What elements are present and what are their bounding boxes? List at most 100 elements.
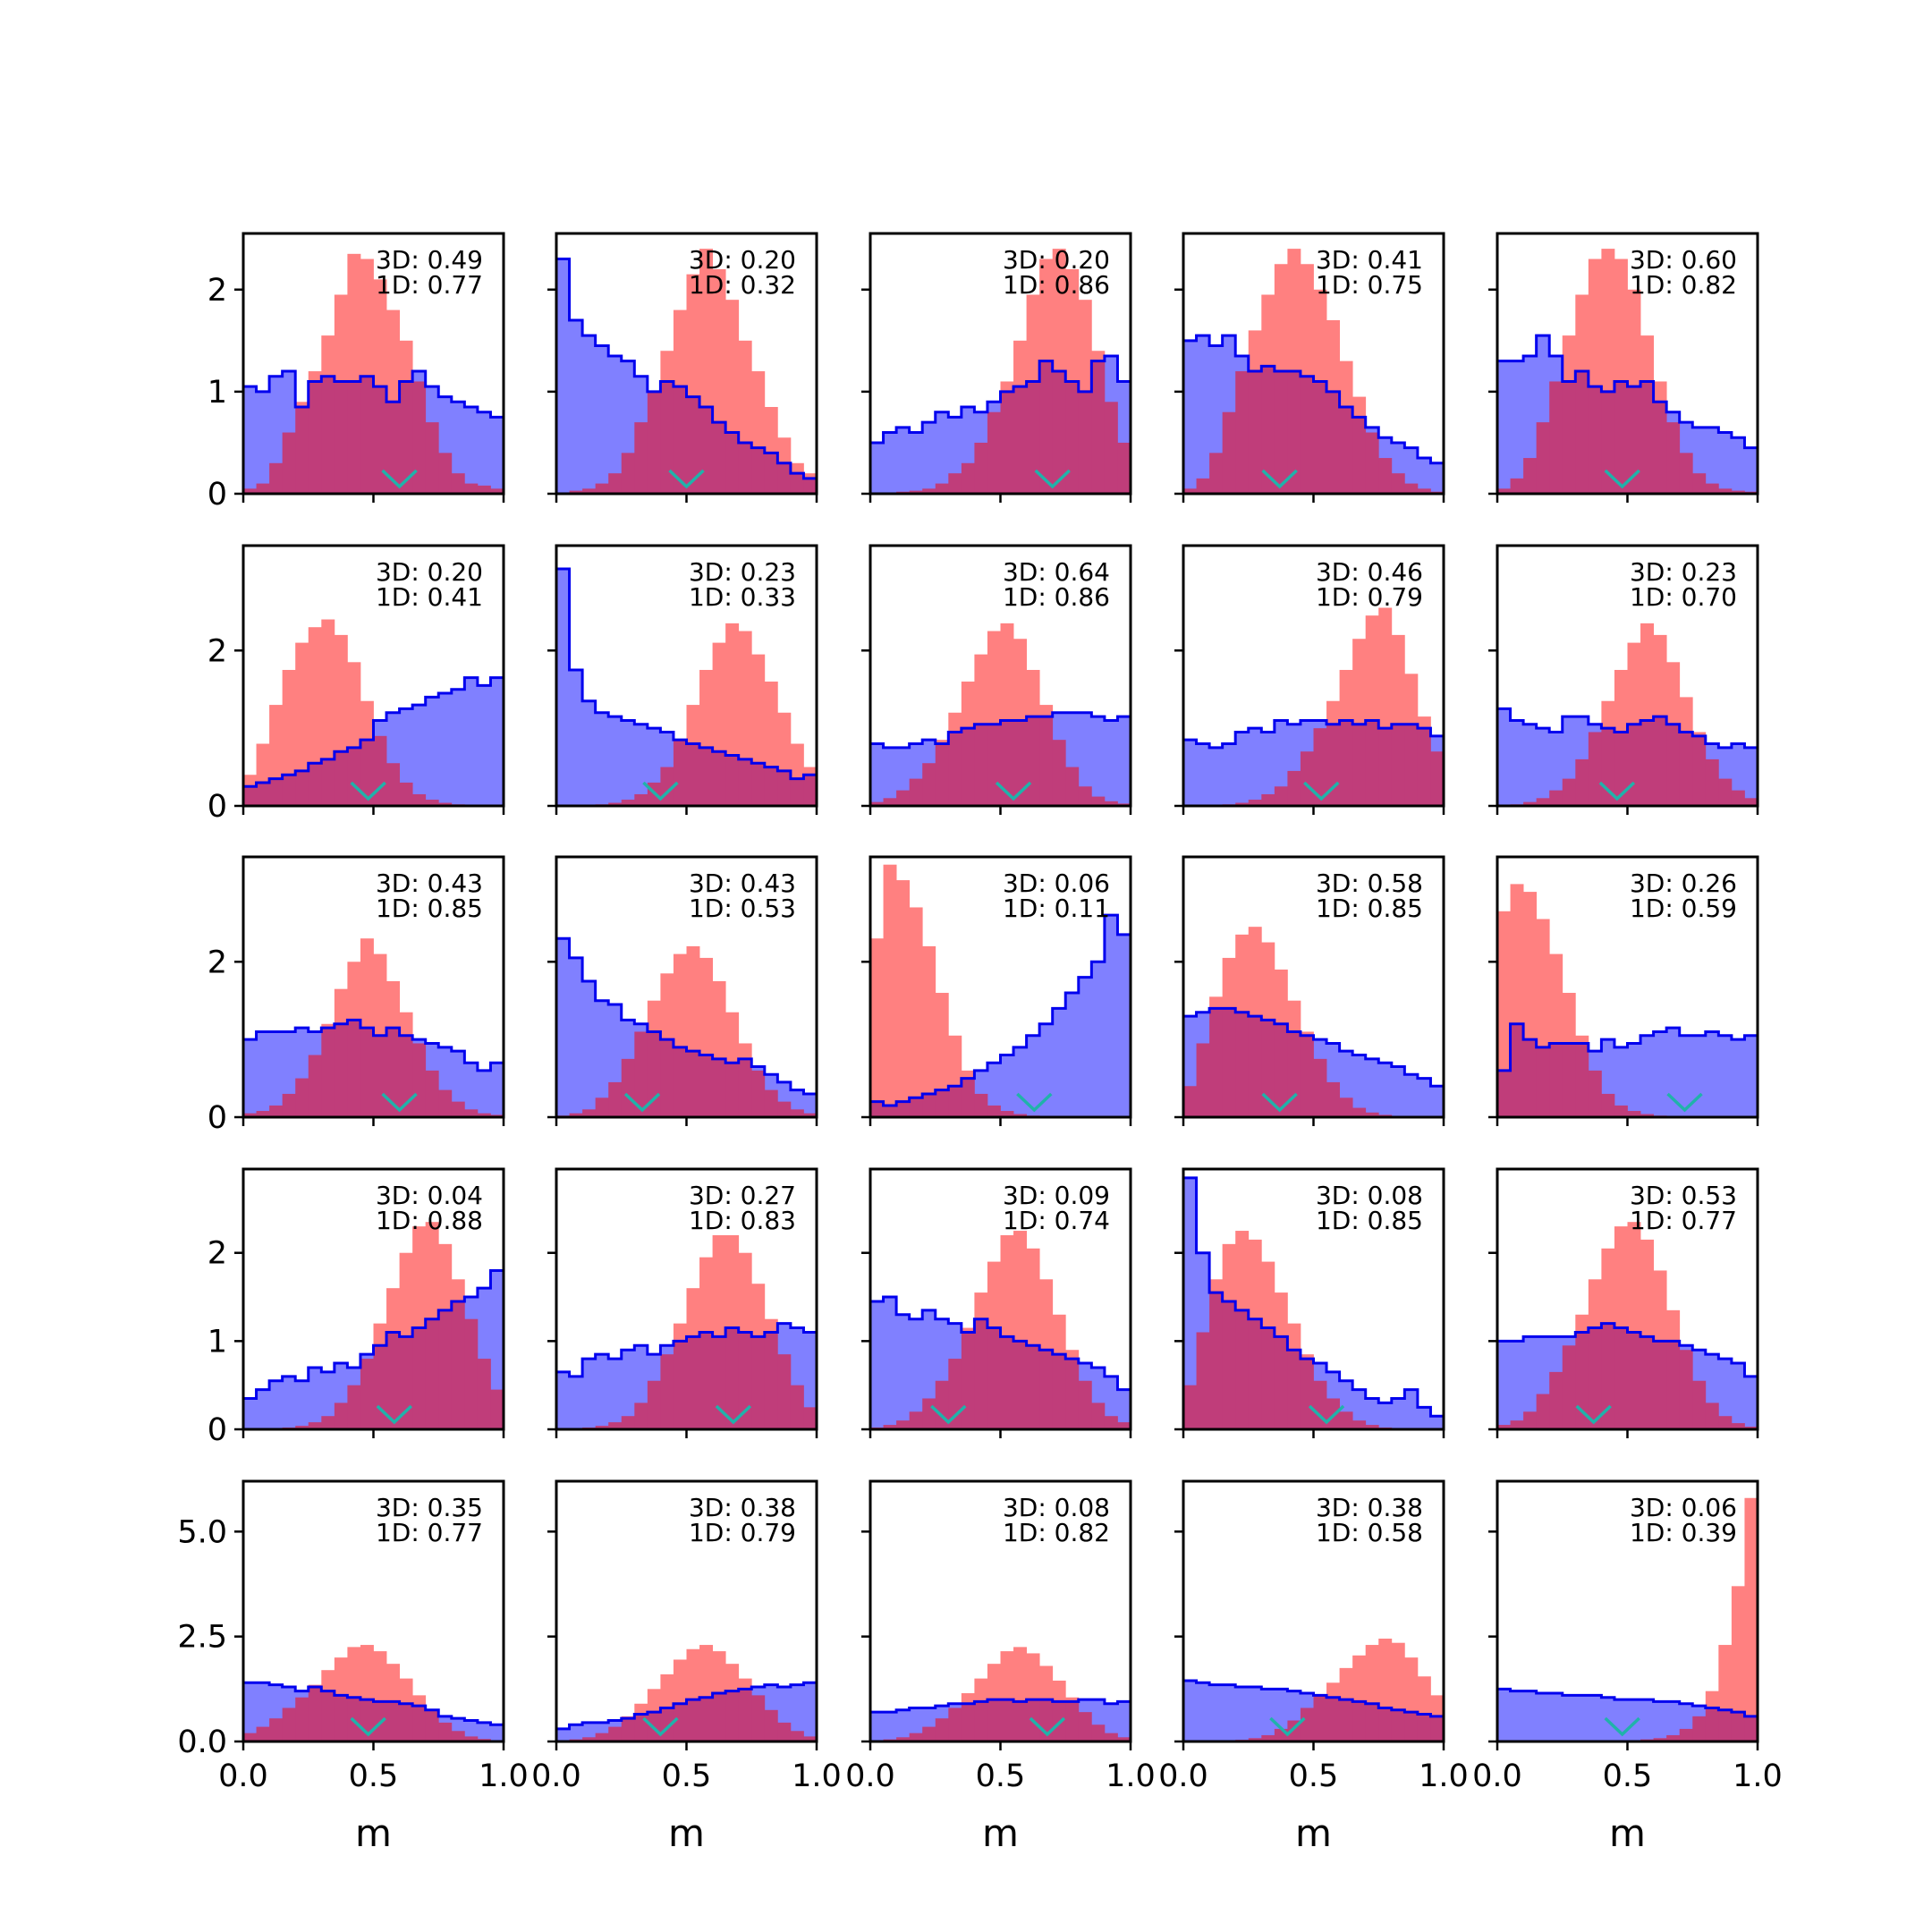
red-bar: [896, 880, 911, 1102]
blue-bar: [1235, 732, 1250, 806]
blue-step-line: [242, 1268, 505, 1429]
blue-step-line: [1182, 334, 1445, 494]
overlap-bar: [282, 1093, 296, 1117]
blue-bar: [1261, 732, 1275, 806]
overlap-bar: [935, 1718, 949, 1741]
red-bar: [1352, 639, 1367, 724]
red-bar: [1575, 1314, 1589, 1333]
annotation-3d: 3D: 0.38: [689, 1493, 796, 1522]
overlap-bar: [790, 473, 804, 494]
red-bar: [1614, 1226, 1628, 1328]
overlap-bar: [686, 1699, 700, 1741]
overlap-bar: [1000, 1699, 1014, 1741]
red-bar: [1300, 264, 1314, 377]
overlap-bar: [1261, 366, 1275, 494]
blue-bar: [1261, 1689, 1275, 1741]
blue-bar: [883, 747, 897, 806]
red-bar: [1601, 249, 1615, 392]
overlap-bar: [1261, 1734, 1275, 1741]
overlap-bar: [1000, 1336, 1014, 1429]
marker-chevron: [1666, 1092, 1703, 1113]
overlap-bar: [1261, 1020, 1275, 1117]
blue-step-line: [869, 1295, 1132, 1429]
overlap-bar: [922, 1726, 936, 1741]
red-bar: [412, 1226, 427, 1328]
overlap-bar: [569, 1113, 583, 1117]
red-bar: [1653, 634, 1667, 717]
overlap-bar: [725, 1327, 740, 1429]
overlap-bar: [386, 763, 400, 806]
overlap-bar: [1627, 1111, 1641, 1117]
red-bar: [282, 669, 296, 775]
red-bar: [634, 1703, 648, 1715]
blue-bar: [556, 938, 570, 1117]
red-bar: [360, 700, 374, 741]
marker-chevron: [642, 1716, 679, 1737]
blue-bar: [1183, 1177, 1197, 1429]
blue-bar: [256, 391, 270, 494]
red-bar: [751, 654, 766, 764]
red-bar: [1248, 927, 1262, 1017]
overlap-bar: [725, 432, 740, 494]
overlap-bar: [1653, 1341, 1667, 1429]
red-bar: [987, 1261, 1001, 1328]
overlap-bar: [608, 802, 623, 806]
red-bar: [1523, 892, 1538, 1040]
annotation-3d: 3D: 0.06: [1630, 1493, 1737, 1522]
overlap-bar: [295, 1078, 309, 1117]
overlap-bar: [1497, 1425, 1511, 1429]
overlap-bar: [1026, 381, 1040, 494]
blue-bar: [1209, 1684, 1224, 1741]
red-bar: [1614, 669, 1628, 733]
overlap-bar: [1222, 1301, 1236, 1429]
blue-bar: [595, 1000, 609, 1117]
overlap-bar: [1391, 724, 1405, 806]
overlap-bar: [425, 422, 439, 494]
overlap-bar: [1417, 488, 1431, 494]
blue-bar: [1705, 427, 1719, 494]
red-bar: [1391, 1642, 1405, 1710]
blue-bar: [1744, 1376, 1758, 1429]
overlap-bar: [243, 488, 257, 494]
overlap-bar: [282, 432, 296, 494]
overlap-bar: [1248, 1318, 1262, 1429]
blue-bar: [269, 1031, 284, 1117]
annotation-3d: 3D: 0.35: [376, 1493, 483, 1522]
red-bar: [1248, 330, 1262, 372]
red-bar: [1000, 1234, 1014, 1337]
marker-chevron: [1303, 781, 1340, 801]
annotation-1d: 1D: 0.85: [376, 894, 483, 923]
overlap-bar: [256, 1726, 270, 1741]
overlap-bar: [321, 1416, 335, 1429]
overlap-bar: [1705, 1707, 1719, 1741]
x-tick-label: 0.0: [1158, 1758, 1208, 1794]
red-bar: [1026, 1653, 1040, 1700]
red-bar: [712, 1234, 726, 1337]
blue-bar: [1653, 1031, 1667, 1117]
blue-step-line: [555, 936, 818, 1117]
overlap-bar: [1653, 402, 1667, 494]
overlap-bar: [1705, 483, 1719, 494]
overlap-bar: [373, 1345, 387, 1429]
marker-chevron: [1016, 1092, 1053, 1113]
red-bar: [1261, 942, 1275, 1021]
overlap-bar: [803, 1113, 818, 1117]
overlap-bar: [961, 1703, 975, 1741]
blue-bar: [1196, 1682, 1210, 1741]
overlap-bar: [399, 381, 413, 494]
overlap-bar: [1365, 1425, 1379, 1429]
overlap-bar: [464, 1736, 479, 1741]
blue-bar: [790, 1684, 804, 1741]
marker-chevron: [1269, 1716, 1306, 1737]
annotation-1d: 1D: 0.85: [1316, 894, 1423, 923]
overlap-bar: [1562, 381, 1576, 494]
red-bar: [1013, 639, 1027, 721]
blue-bar: [1430, 1086, 1445, 1117]
overlap-bar: [974, 1701, 988, 1741]
red-bar: [1744, 1497, 1758, 1716]
overlap-bar: [1588, 1070, 1602, 1117]
